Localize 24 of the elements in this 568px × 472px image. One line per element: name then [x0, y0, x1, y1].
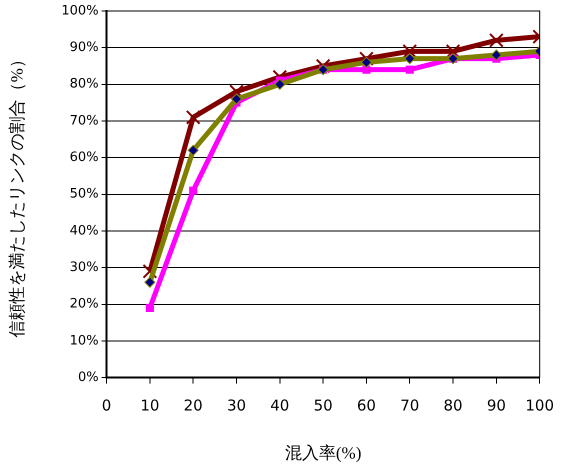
x-tick-label: 30 — [226, 396, 246, 414]
x-tick-label: 10 — [140, 396, 160, 414]
x-tick-label: 90 — [486, 396, 506, 414]
x-tick-label: 0 — [102, 396, 112, 414]
x-axis-title: 混入率(%) — [284, 443, 362, 462]
y-tick-label: 90% — [70, 40, 99, 56]
x-tick-label: 60 — [356, 396, 376, 414]
y-tick-label: 0% — [78, 370, 99, 385]
x-tick-label: 40 — [270, 396, 290, 414]
y-tick-label: 10% — [70, 333, 99, 348]
y-tick-label: 60% — [70, 150, 99, 166]
y-tick-label: 40% — [70, 223, 99, 238]
x-tick-label: 20 — [184, 396, 203, 414]
y-axis-title: 信頼性を満たしたリンクの割合（%） — [8, 51, 27, 338]
y-tick-label: 80% — [70, 76, 99, 92]
y-tick-label: 30% — [70, 260, 99, 275]
x-tick-label: 50 — [314, 396, 333, 414]
x-tick-label: 80 — [444, 396, 463, 414]
x-tick-label: 70 — [400, 396, 420, 414]
y-tick-label: 20% — [70, 296, 99, 312]
y-tick-label: 100% — [61, 3, 99, 18]
y-tick-label: 50% — [70, 186, 99, 202]
y-tick-label: 70% — [70, 113, 99, 128]
x-tick-label: 100 — [525, 396, 554, 414]
